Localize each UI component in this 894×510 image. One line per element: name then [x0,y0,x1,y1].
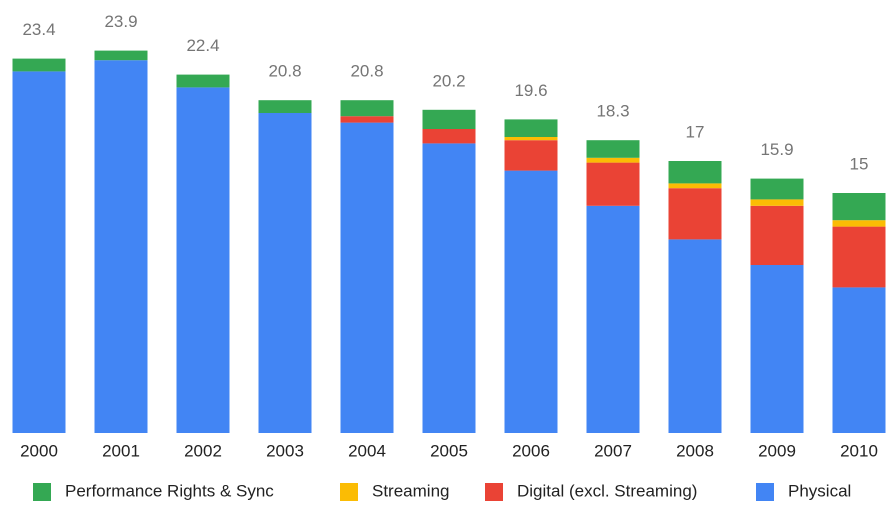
bar-segment [586,205,640,433]
bar-segment [258,113,312,433]
legend-label: Physical [788,481,851,500]
x-tick-label: 2001 [102,441,140,460]
bar-segment [504,140,558,171]
total-label: 22.4 [186,36,219,55]
x-tick-label: 2004 [348,441,386,460]
bar-segment [504,170,558,433]
bar-segment [176,87,230,434]
legend-label: Streaming [372,481,449,500]
bar-segment [94,50,148,61]
legend-swatch [485,483,503,501]
total-label: 18.3 [596,102,629,121]
x-tick-label: 2008 [676,441,714,460]
bar-segment [422,143,476,433]
bar-segment [340,122,394,433]
bar-segment [422,109,476,129]
total-label: 20.8 [268,62,301,81]
x-tick-label: 2002 [184,441,222,460]
bar-segment [340,100,394,117]
bar-segment [340,116,394,123]
bar-segment [12,58,66,72]
legend-label: Performance Rights & Sync [65,481,274,500]
total-label: 23.9 [104,12,137,31]
bar-segment [12,71,66,434]
x-tick-label: 2003 [266,441,304,460]
bar-segment [504,119,558,137]
bar-segment [586,140,640,158]
bar-segment [750,199,804,206]
total-label: 19.6 [514,81,547,100]
bar-segment [750,205,804,265]
bar-segment [668,188,722,240]
bar-segment [504,137,558,141]
total-label: 15 [850,154,869,173]
bar-segment [750,265,804,433]
x-tick-label: 2010 [840,441,878,460]
total-label: 23.4 [22,20,55,39]
bar-segment [668,239,722,433]
bar-segment [668,183,722,189]
legend-swatch [340,483,358,501]
x-tick-label: 2000 [20,441,58,460]
bar-segment [832,193,886,221]
legend-swatch [33,483,51,501]
bar-segment [832,220,886,227]
legend-swatch [756,483,774,501]
x-tick-label: 2005 [430,441,468,460]
total-label: 20.2 [432,71,465,90]
bar-segment [94,60,148,433]
bar-segment [586,157,640,163]
bar-segment [750,178,804,200]
bar-segment [668,161,722,184]
x-tick-label: 2006 [512,441,550,460]
bar-segment [586,162,640,206]
total-label: 15.9 [760,140,793,159]
x-tick-label: 2009 [758,441,796,460]
total-label: 20.8 [350,62,383,81]
bar-segment [258,100,312,113]
bar-segment [832,226,886,288]
bar-segment [832,287,886,433]
legend-label: Digital (excl. Streaming) [517,481,697,500]
bar-segment [176,74,230,88]
x-tick-label: 2007 [594,441,632,460]
bar-segment [422,129,476,144]
total-label: 17 [686,122,705,141]
